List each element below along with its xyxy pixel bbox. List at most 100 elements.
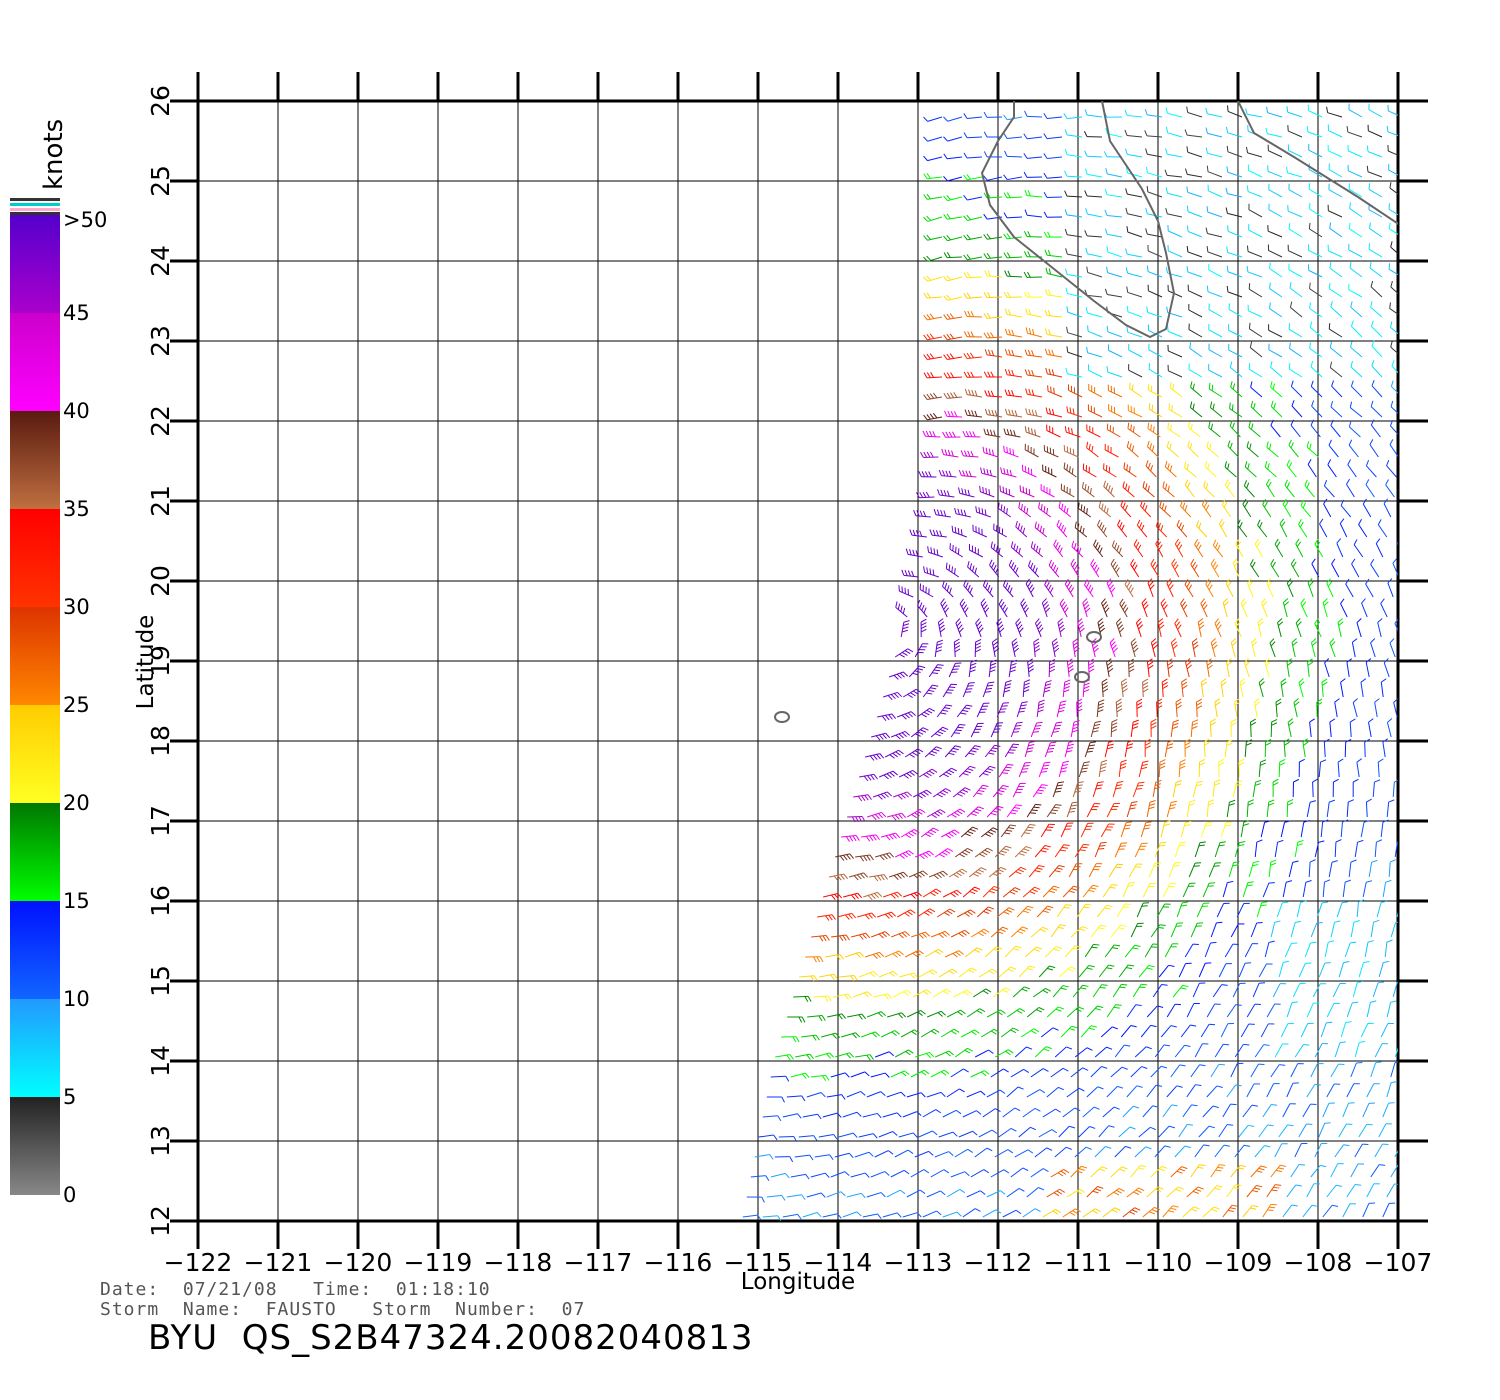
wind-barb xyxy=(1250,400,1263,418)
wind-barb xyxy=(912,789,932,799)
wind-barb xyxy=(1245,146,1263,158)
wind-barb xyxy=(1287,205,1303,218)
wind-barb xyxy=(1268,343,1283,358)
wind-barb xyxy=(903,891,923,899)
wind-barb xyxy=(1310,1063,1324,1078)
wind-barb xyxy=(1132,781,1145,798)
wind-barb xyxy=(1287,125,1303,138)
wind-barb xyxy=(930,1069,950,1078)
wind-barb xyxy=(1280,678,1287,698)
wind-barb xyxy=(1094,841,1107,858)
wind-barb xyxy=(905,548,923,558)
wind-barb xyxy=(1370,558,1380,578)
wind-barb xyxy=(1390,1061,1398,1078)
wind-barb xyxy=(1362,880,1373,898)
wind-barb xyxy=(1312,778,1319,798)
wind-barb xyxy=(1260,820,1271,838)
legend-band-25-30 xyxy=(10,607,60,705)
wind-barb xyxy=(910,1069,930,1078)
wind-barb xyxy=(1290,1063,1304,1078)
wind-barb xyxy=(1250,1063,1265,1078)
wind-barb xyxy=(1034,521,1048,538)
wind-barb xyxy=(1392,981,1398,998)
wind-barb xyxy=(1205,147,1223,158)
wind-barb xyxy=(875,852,895,861)
wind-barb xyxy=(775,1054,794,1061)
wind-barb xyxy=(962,1110,982,1118)
wind-barb xyxy=(1130,1164,1147,1178)
wind-barb xyxy=(1360,1022,1374,1038)
wind-barb xyxy=(916,491,935,499)
wind-barb xyxy=(1274,839,1284,858)
wind-barb xyxy=(1286,799,1294,818)
wind-barb xyxy=(1356,758,1363,778)
wind-barb xyxy=(944,745,962,758)
wind-barb xyxy=(1248,860,1260,878)
wind-barb xyxy=(1232,982,1246,998)
wind-barb xyxy=(746,1196,765,1203)
wind-barb xyxy=(986,1009,1006,1018)
wind-barb xyxy=(1220,1023,1234,1038)
wind-barb xyxy=(1247,164,1263,178)
wind-barb xyxy=(1310,419,1321,438)
wind-barb xyxy=(1110,719,1118,738)
wind-barb xyxy=(1159,500,1172,518)
wind-barb xyxy=(1090,1166,1108,1178)
wind-barb xyxy=(1390,281,1398,295)
wind-barb xyxy=(834,1152,854,1159)
wind-barb xyxy=(1267,165,1283,178)
wind-barb xyxy=(960,826,979,838)
wind-barb xyxy=(1403,1204,1416,1217)
wind-barb xyxy=(754,1154,774,1160)
wind-barb xyxy=(1066,406,1083,418)
legend-band-0-5 xyxy=(10,1097,60,1195)
wind-barb xyxy=(1148,343,1163,358)
wind-barb xyxy=(1145,460,1157,478)
wind-barb xyxy=(1126,441,1139,458)
wind-barb xyxy=(1022,1208,1041,1218)
date-time-text: Date: 07/21/08 Time: 01:18:10 xyxy=(100,1279,491,1300)
wind-barb xyxy=(1070,926,1088,938)
wind-barb xyxy=(1368,718,1374,738)
wind-barb xyxy=(1270,419,1281,438)
wind-barb xyxy=(1300,1022,1314,1038)
wind-barb xyxy=(1368,243,1383,258)
wind-barb xyxy=(1269,262,1283,278)
wind-barb xyxy=(927,546,943,558)
wind-barb xyxy=(1004,328,1023,338)
wind-barb xyxy=(1208,323,1223,338)
wind-barb xyxy=(846,1090,866,1098)
wind-barb xyxy=(900,1029,920,1038)
wind-barb xyxy=(1330,1063,1345,1078)
wind-barb xyxy=(923,392,943,401)
wind-barb xyxy=(1045,367,1063,378)
wind-barb xyxy=(1084,150,1103,158)
wind-barb xyxy=(1224,479,1235,498)
wind-barb xyxy=(1220,678,1227,698)
wind-barb xyxy=(908,870,928,880)
wind-barb xyxy=(1134,1146,1152,1158)
wind-barb xyxy=(1168,403,1183,418)
wind-barb xyxy=(1146,265,1163,278)
wind-barb xyxy=(954,1047,973,1058)
wind-barb xyxy=(1120,821,1133,838)
wind-barb xyxy=(1234,840,1246,858)
wind-barb xyxy=(1378,960,1390,978)
wind-barb xyxy=(945,562,960,578)
wind-barb xyxy=(1226,265,1243,278)
wind-barb xyxy=(1134,842,1148,858)
wind-barb xyxy=(1010,541,1024,558)
wind-barb xyxy=(970,928,990,938)
wind-barb xyxy=(1162,1205,1179,1218)
wind-barb xyxy=(1369,261,1383,278)
wind-barb xyxy=(1044,946,1062,958)
wind-barb xyxy=(873,791,893,800)
coastline xyxy=(774,101,1398,723)
wind-barb xyxy=(1227,440,1239,458)
wind-barb xyxy=(923,292,943,299)
wind-barb xyxy=(1326,578,1334,598)
wind-barb xyxy=(898,1132,918,1138)
wind-barb xyxy=(1110,924,1127,938)
wind-barb xyxy=(1229,420,1241,438)
wind-barb xyxy=(898,585,914,598)
